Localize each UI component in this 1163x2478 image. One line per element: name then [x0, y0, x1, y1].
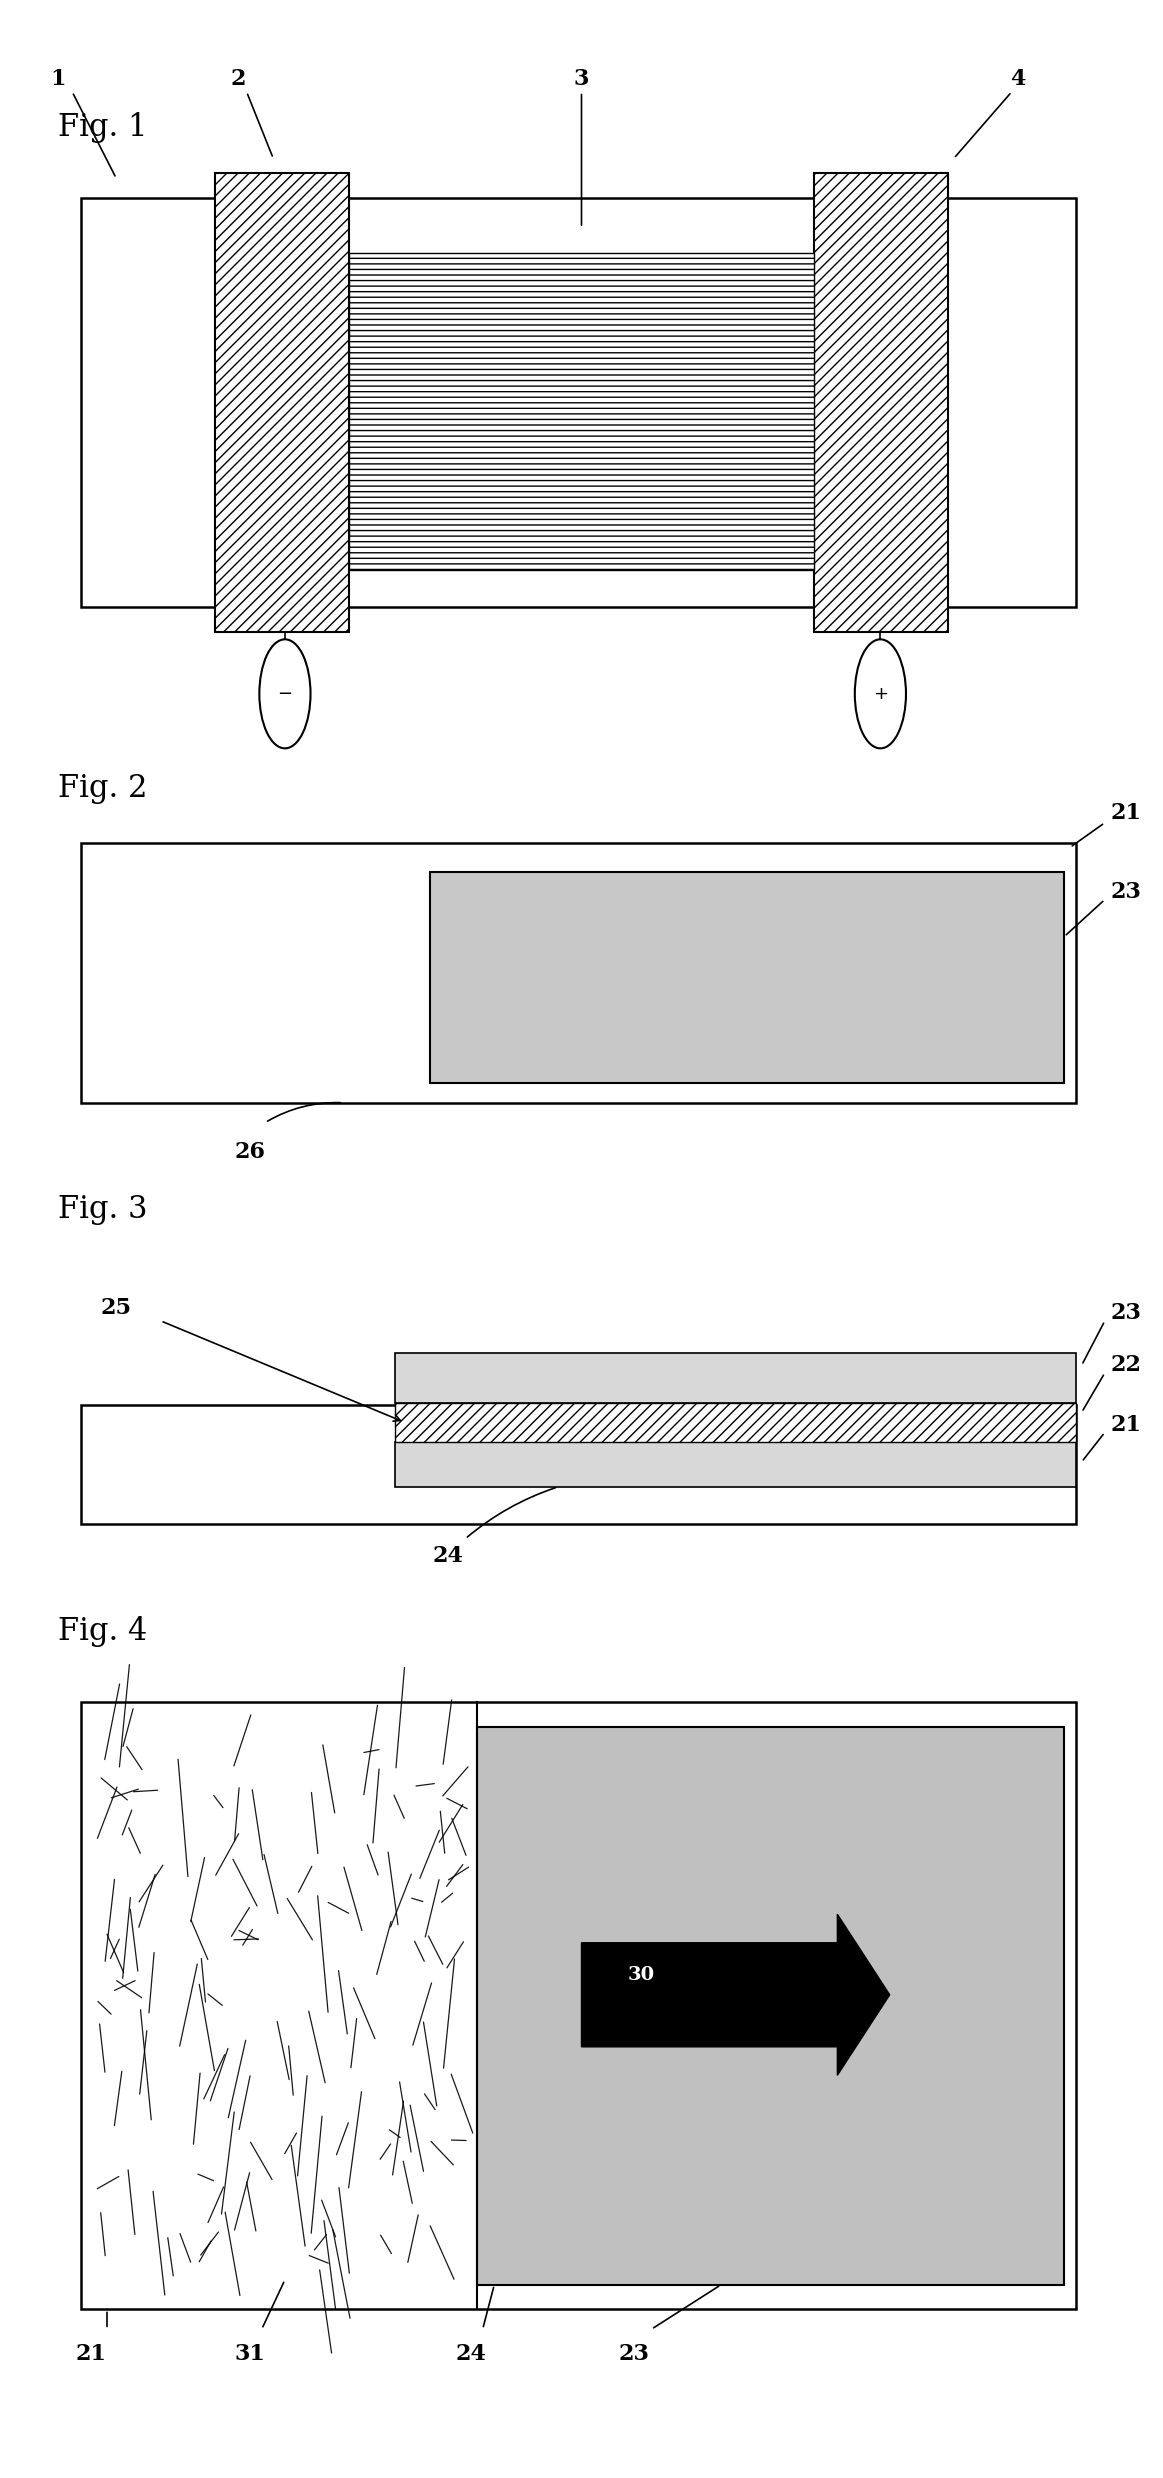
FancyArrowPatch shape: [263, 2282, 284, 2327]
FancyBboxPatch shape: [81, 198, 1076, 607]
FancyArrowPatch shape: [267, 1103, 341, 1120]
Text: Fig. 3: Fig. 3: [58, 1194, 148, 1227]
Text: 22: 22: [1111, 1355, 1142, 1375]
FancyArrowPatch shape: [1083, 1375, 1104, 1410]
Text: +: +: [873, 684, 887, 704]
Text: 3: 3: [573, 69, 590, 89]
Text: 1: 1: [50, 69, 66, 89]
Text: Fig. 2: Fig. 2: [58, 773, 148, 805]
Text: 23: 23: [1111, 1303, 1142, 1323]
Text: 4: 4: [1009, 69, 1026, 89]
FancyBboxPatch shape: [395, 1403, 1076, 1442]
Circle shape: [855, 639, 906, 748]
FancyArrowPatch shape: [163, 1321, 400, 1420]
Text: −: −: [277, 684, 293, 704]
FancyBboxPatch shape: [814, 173, 948, 632]
FancyArrow shape: [582, 1913, 890, 2077]
Text: 30: 30: [628, 1965, 655, 1985]
FancyArrowPatch shape: [956, 94, 1009, 156]
FancyArrowPatch shape: [484, 2287, 493, 2327]
FancyArrowPatch shape: [1072, 825, 1103, 845]
Text: Fig. 4: Fig. 4: [58, 1616, 148, 1648]
FancyBboxPatch shape: [477, 1727, 1064, 2285]
FancyBboxPatch shape: [395, 1442, 1076, 1487]
Text: 24: 24: [456, 2344, 486, 2364]
FancyArrowPatch shape: [1066, 902, 1103, 934]
FancyBboxPatch shape: [349, 253, 814, 570]
FancyArrowPatch shape: [654, 2287, 719, 2327]
FancyBboxPatch shape: [215, 173, 349, 632]
Text: 23: 23: [619, 2344, 649, 2364]
FancyBboxPatch shape: [81, 843, 1076, 1103]
Text: 21: 21: [76, 2344, 107, 2364]
FancyBboxPatch shape: [81, 1702, 1076, 2309]
Text: 24: 24: [433, 1546, 463, 1566]
FancyArrowPatch shape: [468, 1487, 556, 1536]
Text: 23: 23: [1111, 882, 1142, 902]
Text: 2: 2: [230, 69, 247, 89]
Text: 25: 25: [101, 1298, 131, 1318]
Text: 21: 21: [1111, 803, 1142, 823]
FancyArrowPatch shape: [73, 94, 115, 176]
Text: 31: 31: [235, 2344, 265, 2364]
FancyArrowPatch shape: [1083, 1435, 1104, 1460]
Circle shape: [259, 639, 311, 748]
Text: 21: 21: [1111, 1415, 1142, 1435]
FancyBboxPatch shape: [430, 872, 1064, 1083]
Text: 26: 26: [235, 1142, 265, 1162]
Text: Fig. 1: Fig. 1: [58, 112, 148, 144]
FancyBboxPatch shape: [81, 1405, 1076, 1524]
FancyArrowPatch shape: [1083, 1323, 1104, 1363]
FancyBboxPatch shape: [395, 1353, 1076, 1403]
FancyArrowPatch shape: [248, 94, 272, 156]
